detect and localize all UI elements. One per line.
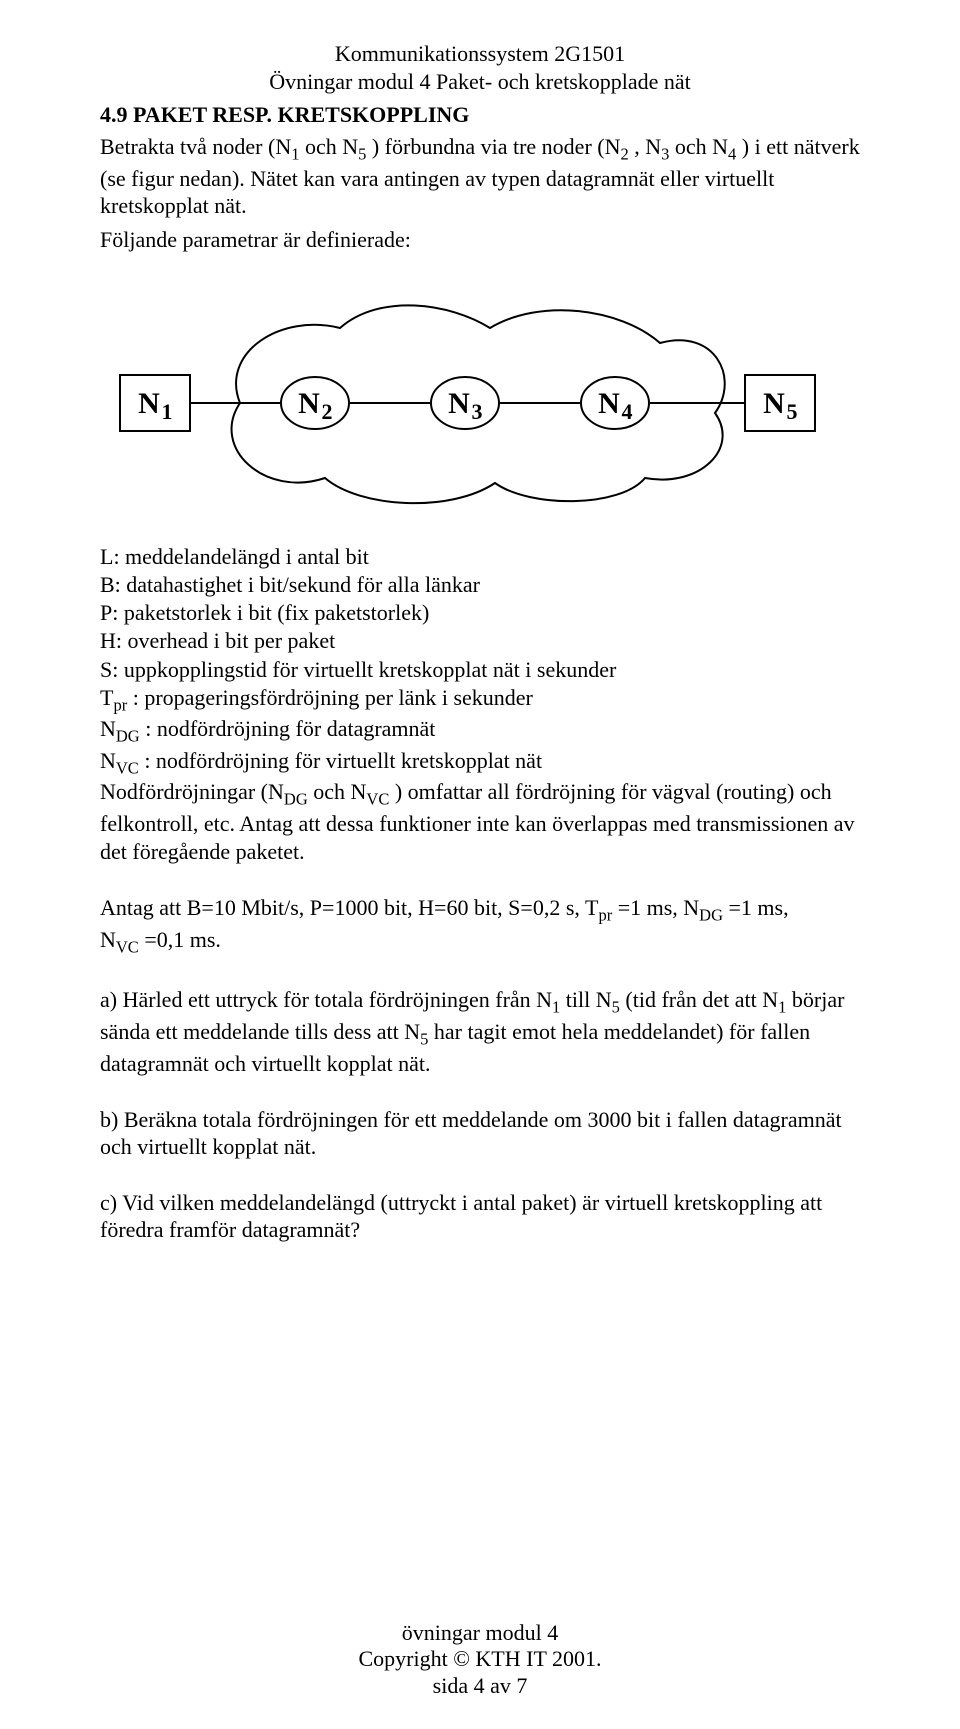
sub-vc: VC: [366, 790, 389, 809]
network-diagram: N1N2N3N4N5: [100, 273, 860, 533]
intro-paragraph: Betrakta två noder (N1 och N5 ) förbundn…: [100, 133, 860, 220]
sub-vc: VC: [116, 758, 139, 777]
def-nodedelay-note: Nodfördröjningar (NDG och NVC ) omfattar…: [100, 778, 860, 866]
intro-text: och N: [299, 134, 358, 159]
svg-text:N: N: [598, 387, 620, 420]
sub-pr: pr: [598, 906, 612, 925]
sub-vc: VC: [116, 938, 139, 957]
def-NVC: NVC : nodfördröjning för virtuellt krets…: [100, 747, 860, 779]
assume-text: N: [100, 927, 116, 952]
assumptions: Antag att B=10 Mbit/s, P=1000 bit, H=60 …: [100, 894, 860, 958]
def-text: Nodfördröjningar (N: [100, 779, 284, 804]
sub-dg: DG: [699, 906, 723, 925]
intro-text: Betrakta två noder (N: [100, 134, 291, 159]
footer-page: 4: [474, 1673, 485, 1698]
q-text: a) Härled ett uttryck för totala fördröj…: [100, 987, 552, 1012]
course-header-line1: Kommunikationssystem 2G1501: [100, 40, 860, 68]
svg-text:5: 5: [787, 399, 798, 424]
svg-text:1: 1: [162, 399, 173, 424]
question-c: c) Vid vilken meddelandelängd (uttryckt …: [100, 1189, 860, 1244]
svg-text:2: 2: [322, 399, 333, 424]
def-P: P: paketstorlek i bit (fix paketstorlek): [100, 599, 860, 627]
sub-2: 2: [621, 144, 629, 163]
svg-text:N: N: [763, 387, 785, 420]
def-text: och N: [308, 779, 367, 804]
course-header-line2: Övningar modul 4 Paket- och kretskopplad…: [100, 68, 860, 96]
svg-text:3: 3: [472, 399, 483, 424]
def-NDG: NDG : nodfördröjning för datagramnät: [100, 715, 860, 747]
svg-text:N: N: [138, 387, 160, 420]
sub-pr: pr: [113, 695, 127, 714]
section-number: 4.9: [100, 102, 128, 127]
page: Kommunikationssystem 2G1501 Övningar mod…: [0, 0, 960, 1729]
def-S: S: uppkopplingstid för virtuellt kretsko…: [100, 656, 860, 684]
question-b: b) Beräkna totala fördröjningen för ett …: [100, 1106, 860, 1161]
svg-text:4: 4: [622, 399, 633, 424]
question-a: a) Härled ett uttryck för totala fördröj…: [100, 986, 860, 1078]
def-Tpr: Tpr : propageringsfördröjning per länk i…: [100, 684, 860, 716]
def-text: N: [100, 748, 116, 773]
intro-text: , N: [629, 134, 661, 159]
intro-text: ) förbundna via tre noder (N: [366, 134, 620, 159]
footer-total: 7: [516, 1673, 527, 1698]
def-text: : nodfördröjning för virtuellt kretskopp…: [139, 748, 542, 773]
def-B: B: datahastighet i bit/sekund för alla l…: [100, 571, 860, 599]
assume-text: =1 ms, N: [612, 895, 699, 920]
assume-text: Antag att B=10 Mbit/s, P=1000 bit, H=60 …: [100, 895, 598, 920]
assume-text: =1 ms,: [723, 895, 789, 920]
section-title: PAKET RESP. KRETSKOPPLING: [133, 102, 469, 127]
intro-defined-line: Följande parametrar är definierade:: [100, 226, 860, 254]
sub-5: 5: [612, 998, 620, 1017]
def-text: : propageringsfördröjning per länk i sek…: [127, 685, 533, 710]
parameter-definitions: L: meddelandelängd i antal bit B: dataha…: [100, 543, 860, 866]
q-text: (tid från det att N: [620, 987, 778, 1012]
footer-line1: övningar modul 4: [0, 1620, 960, 1646]
page-footer: övningar modul 4 Copyright © KTH IT 2001…: [0, 1620, 960, 1699]
footer-text: av: [485, 1673, 517, 1698]
def-text: T: [100, 685, 113, 710]
q-text: till N: [560, 987, 611, 1012]
section-heading: 4.9 PAKET RESP. KRETSKOPPLING: [100, 101, 860, 129]
network-diagram-svg: N1N2N3N4N5: [100, 273, 840, 533]
intro-text: och N: [669, 134, 728, 159]
def-text: N: [100, 716, 116, 741]
def-H: H: overhead i bit per paket: [100, 627, 860, 655]
svg-text:N: N: [448, 387, 470, 420]
footer-line2: Copyright © KTH IT 2001.: [0, 1646, 960, 1672]
footer-text: sida: [433, 1673, 474, 1698]
sub-dg: DG: [116, 727, 140, 746]
assume-text: =0,1 ms.: [139, 927, 221, 952]
svg-text:N: N: [298, 387, 320, 420]
sub-dg: DG: [284, 790, 308, 809]
def-L: L: meddelandelängd i antal bit: [100, 543, 860, 571]
def-text: : nodfördröjning för datagramnät: [140, 716, 436, 741]
footer-line3: sida 4 av 7: [0, 1673, 960, 1699]
